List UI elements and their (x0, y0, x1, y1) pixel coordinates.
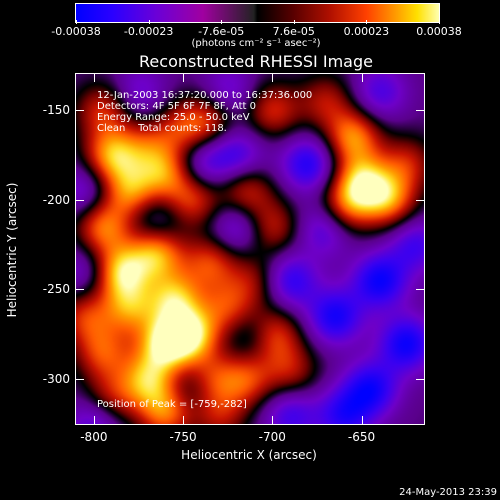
x-tick (361, 416, 363, 424)
y-tick (76, 199, 84, 201)
colorbar-tick (76, 20, 77, 24)
annotation-energy-range: Energy Range: 25.0 - 50.0 keV (97, 112, 250, 123)
x-tick (93, 416, 95, 424)
y-tick (416, 379, 424, 381)
x-tick (272, 74, 274, 82)
x-tick-label: -700 (258, 430, 286, 444)
x-tick-label: -750 (169, 430, 197, 444)
annotation-clean: Clean Total counts: 118. (97, 123, 227, 134)
y-tick (76, 379, 84, 381)
image-plot: 12-Jan-2003 16:37:20.000 to 16:37:36.000… (75, 73, 425, 425)
x-axis-label: Heliocentric X (arcsec) (181, 448, 317, 462)
x-tick (272, 416, 274, 424)
y-tick (416, 199, 424, 201)
y-tick (76, 289, 84, 291)
colorbar-tick-label: 0.00038 (416, 25, 462, 38)
y-tick-label: -300 (42, 372, 70, 387)
flux-map (76, 74, 424, 424)
x-tick-label: -650 (347, 430, 376, 444)
x-tick (183, 416, 185, 424)
colorbar-tick-label: -0.00038 (51, 25, 101, 38)
x-tick-label: -800 (80, 430, 108, 444)
y-tick (416, 289, 424, 291)
y-tick (76, 109, 84, 111)
plot-title: Reconstructed RHESSI Image (139, 52, 373, 71)
colorbar-tick-label: 7.6e-05 (272, 25, 315, 38)
x-tick (183, 74, 185, 82)
colorbar-tick (366, 20, 368, 24)
colorbar-tick (221, 20, 223, 24)
colorbar (75, 3, 440, 23)
x-tick (361, 74, 363, 82)
colorbar-tick (439, 20, 440, 24)
y-axis-label: Heliocentric Y (arcsec) (5, 182, 19, 318)
annotation-detectors: Detectors: 4F 5F 6F 7F 8F, Att 0 (97, 101, 257, 112)
colorbar-tick (148, 20, 150, 24)
colorbar-tick (293, 20, 295, 24)
timestamp: 24-May-2013 23:39 (399, 487, 497, 498)
y-tick-label: -250 (42, 282, 70, 297)
annotation-peak-position: Position of Peak = [-759,-282] (97, 399, 247, 410)
x-tick (93, 74, 95, 82)
colorbar-tick-label: -7.6e-05 (198, 25, 245, 38)
y-tick (416, 109, 424, 111)
annotation-time-range: 12-Jan-2003 16:37:20.000 to 16:37:36.000 (97, 90, 313, 101)
y-tick-label: -150 (42, 102, 70, 117)
colorbar-tick-label: 0.00023 (343, 25, 390, 38)
colorbar-units: (photons cm⁻² s⁻¹ asec⁻²) (191, 38, 321, 49)
colorbar-tick-label: -0.00023 (123, 25, 174, 38)
y-tick-label: -200 (42, 192, 70, 207)
